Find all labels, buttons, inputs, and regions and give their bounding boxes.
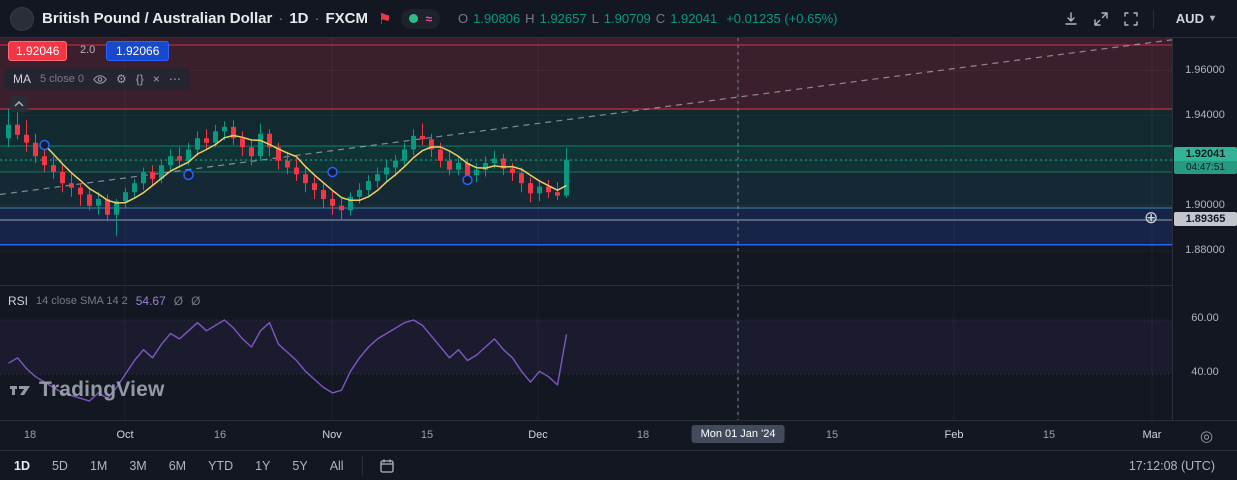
scale-target-icon[interactable]: ◎ xyxy=(1200,428,1214,445)
symbol-logo[interactable] xyxy=(10,6,34,31)
ratio-label: 2.0 xyxy=(80,44,96,56)
open-value: 1.90806 xyxy=(473,11,521,26)
interval-label[interactable]: 1D xyxy=(289,10,309,27)
time-axis-label: 15 xyxy=(1042,429,1056,441)
market-status-icon[interactable] xyxy=(409,14,419,23)
range-button-1d[interactable]: 1D xyxy=(14,458,30,473)
range-button-ytd[interactable]: YTD xyxy=(208,458,234,473)
range-button-all[interactable]: All xyxy=(329,458,344,473)
rsi-pane[interactable]: RSI 14 close SMA 14 2 54.67 Ø Ø TradingV… xyxy=(0,285,1172,420)
watermark-text: TradingView xyxy=(39,378,165,401)
add-alert-plus-icon[interactable]: ⊕ xyxy=(1144,208,1159,227)
time-axis-label: Dec xyxy=(528,429,548,441)
current-price-badge[interactable]: 1.92041 04:47:51 xyxy=(1174,147,1237,174)
time-axis[interactable]: 18 Oct 16 Nov 15 Dec 18 Mon 01 Jan '24 15 Feb 15 Ma… xyxy=(0,420,1237,450)
currency-label: AUD xyxy=(1175,11,1204,26)
rsi-chart[interactable] xyxy=(0,286,1172,420)
time-axis-label: 16 xyxy=(213,429,227,441)
status-pill: ≈ xyxy=(401,8,441,29)
price-axis-label: 1.96000 xyxy=(1185,64,1225,76)
gear-icon[interactable]: ⚙ xyxy=(116,72,127,86)
fullscreen-icon[interactable] xyxy=(1123,11,1139,27)
flag-icon[interactable]: ⚑ xyxy=(378,10,392,28)
rsi-axis-label: 60.00 xyxy=(1191,312,1219,324)
price-axis-label: 1.88000 xyxy=(1185,244,1225,256)
price-axis-label: 1.94000 xyxy=(1185,109,1225,121)
bottom-toolbar: 1D 5D 1M 3M 6M YTD 1Y 5Y All 17:12:08 (UTC) xyxy=(0,450,1237,480)
topbar: British Pound / Australian Dollar · 1D ·… xyxy=(0,0,1237,38)
price-axis-label: 1.90000 xyxy=(1185,199,1225,211)
rsi-empty-value: Ø xyxy=(173,294,184,308)
price-level-badge-blue[interactable]: 1.92066 xyxy=(106,41,170,61)
current-price-value: 1.92041 xyxy=(1174,147,1237,161)
time-axis-label: 15 xyxy=(825,429,839,441)
chevron-up-icon[interactable] xyxy=(10,96,28,112)
time-axis-label: Nov xyxy=(322,429,342,441)
separator-dot: · xyxy=(278,10,284,27)
close-value: 1.92041 xyxy=(670,11,718,26)
bar-countdown: 04:47:51 xyxy=(1174,161,1237,174)
low-label: L xyxy=(591,11,599,26)
source-code-icon[interactable]: {} xyxy=(135,72,144,86)
high-label: H xyxy=(525,11,535,26)
ohlc-readout: O 1.90806 H 1.92657 L 1.90709 C 1.92041 … xyxy=(458,11,837,26)
range-button-5y[interactable]: 5Y xyxy=(292,458,308,473)
divider xyxy=(1152,8,1154,29)
chevron-down-icon: ▾ xyxy=(1209,13,1215,24)
symbol-title-button[interactable]: British Pound / Australian Dollar · 1D ·… xyxy=(42,10,368,27)
symbol-name: British Pound / Australian Dollar xyxy=(42,10,273,27)
more-icon[interactable]: ⋯ xyxy=(168,72,181,86)
price-chart-pane[interactable]: 1.92046 2.0 1.92066 MA 5 close 0 ⚙ {} × … xyxy=(0,38,1172,285)
range-button-1y[interactable]: 1Y xyxy=(255,458,271,473)
price-level-badge-red[interactable]: 1.92046 xyxy=(8,41,68,61)
range-selector: 1D 5D 1M 3M 6M YTD 1Y 5Y All xyxy=(12,457,346,475)
rsi-value: 54.67 xyxy=(135,294,166,308)
close-label: C xyxy=(655,11,666,26)
divider xyxy=(361,455,363,476)
price-axis[interactable]: 1.96000 1.94000 1.90000 1.88000 1.92041 04:4… xyxy=(1172,38,1237,450)
range-button-3m[interactable]: 3M xyxy=(129,458,147,473)
time-axis-label: 18 xyxy=(636,429,650,441)
download-icon[interactable] xyxy=(1063,11,1079,27)
calendar-icon[interactable] xyxy=(379,458,395,474)
time-axis-label: Oct xyxy=(116,429,134,441)
rsi-indicator-legend: RSI 14 close SMA 14 2 54.67 Ø Ø xyxy=(8,294,200,308)
candlestick-chart[interactable] xyxy=(0,38,1172,285)
rsi-empty-value: Ø xyxy=(191,294,201,308)
range-button-6m[interactable]: 6M xyxy=(168,458,187,473)
tradingview-logo-icon xyxy=(10,386,30,395)
topbar-right-controls: AUD ▾ xyxy=(1063,8,1227,29)
separator-dot: · xyxy=(314,10,320,27)
level-price-badge[interactable]: 1.89365 xyxy=(1174,212,1237,226)
exchange-label: FXCM xyxy=(325,10,369,27)
close-icon[interactable]: × xyxy=(152,72,160,86)
maximize-icon[interactable] xyxy=(1093,11,1109,27)
high-value: 1.92657 xyxy=(539,11,587,26)
time-axis-label: 18 xyxy=(23,429,37,441)
currency-dropdown[interactable]: AUD ▾ xyxy=(1168,8,1223,29)
open-label: O xyxy=(458,11,469,26)
time-axis-label: Feb xyxy=(944,429,964,441)
range-button-1m[interactable]: 1M xyxy=(89,458,108,473)
range-button-5d[interactable]: 5D xyxy=(51,458,68,473)
change-value: +0.01235 (+0.65%) xyxy=(726,11,838,26)
rsi-axis-label: 40.00 xyxy=(1191,366,1219,378)
rsi-legend-params: 14 close SMA 14 2 xyxy=(36,295,128,307)
rsi-legend-title: RSI xyxy=(8,294,29,308)
clock[interactable]: 17:12:08 (UTC) xyxy=(1128,458,1215,473)
time-axis-label: 15 xyxy=(420,429,434,441)
eye-icon[interactable] xyxy=(93,74,107,85)
low-value: 1.90709 xyxy=(603,11,651,26)
ma-indicator-legend: MA 5 close 0 ⚙ {} × ⋯ xyxy=(4,68,190,90)
crosshair-date-badge: Mon 01 Jan '24 xyxy=(691,425,785,443)
tradingview-watermark: TradingView xyxy=(8,378,165,402)
ma-legend-params: 5 close 0 xyxy=(40,73,85,85)
time-axis-label: Mar xyxy=(1142,429,1162,441)
ma-legend-title: MA xyxy=(13,72,31,86)
squiggle-icon[interactable]: ≈ xyxy=(425,11,433,26)
